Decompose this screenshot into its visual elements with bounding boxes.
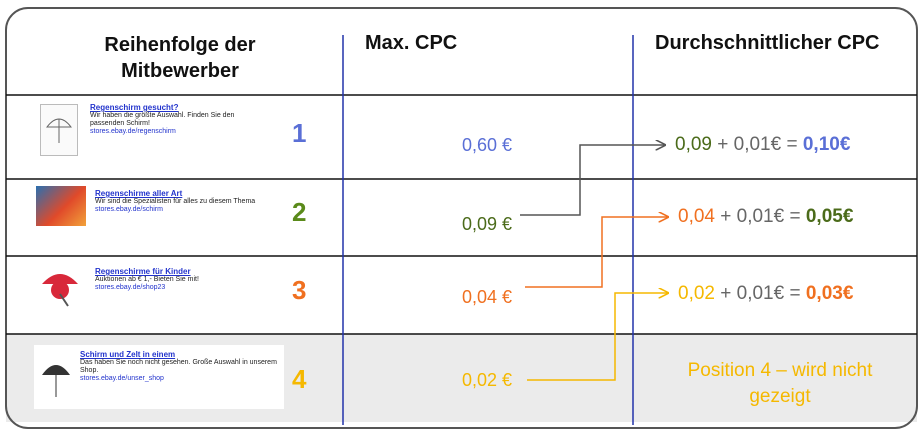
result: 0,03€ <box>806 283 854 304</box>
ad-url: stores.ebay.de/regenschirm <box>90 128 265 136</box>
rank: 1 <box>292 118 306 149</box>
ad: Regenschirm gesucht? Wir haben die größt… <box>90 104 265 136</box>
ad: Regenschirme aller Art Wir sind die Spez… <box>95 190 290 214</box>
formula: 0,09 + 0,01€ = 0,10€ <box>675 134 850 156</box>
ad-image <box>38 264 82 308</box>
max-cpc: 0,04 € <box>372 287 512 308</box>
rank: 4 <box>292 364 306 395</box>
ad-title: Regenschirm gesucht? <box>90 104 265 112</box>
ad-url: stores.ebay.de/unser_shop <box>80 375 280 383</box>
ad: Regenschirme für Kinder Auktionen ab € 1… <box>95 268 285 292</box>
ad-title: Regenschirme aller Art <box>95 190 290 198</box>
increment: + 0,01€ = <box>720 206 800 227</box>
ad-image <box>36 186 86 226</box>
ad: Schirm und Zelt in einem Das haben Sie n… <box>34 345 284 409</box>
ad-title: Regenschirme für Kinder <box>95 268 285 276</box>
formula: 0,04 + 0,01€ = 0,05€ <box>678 206 853 228</box>
bid: 0,04 <box>678 206 715 227</box>
bid: 0,02 <box>678 283 715 304</box>
note: Position 4 – wird nicht gezeigt <box>685 358 875 410</box>
rank: 2 <box>292 197 306 228</box>
max-cpc: 0,02 € <box>372 370 512 391</box>
ad-url: stores.ebay.de/shop23 <box>95 284 285 292</box>
increment: + 0,01€ = <box>717 134 797 155</box>
column-header: Reihenfolge der Mitbewerber <box>70 32 290 84</box>
ad-text: Wir haben die größte Auswahl. Finden Sie… <box>90 112 265 128</box>
page: Reihenfolge der Mitbewerber Max. CPC Dur… <box>0 0 923 434</box>
ad-image <box>38 351 74 401</box>
ad-text: Wir sind die Spezialisten für alles zu d… <box>95 198 290 206</box>
ad-text: Das haben Sie noch nicht gesehen. Große … <box>80 359 280 375</box>
max-cpc: 0,60 € <box>372 135 512 156</box>
ad-url: stores.ebay.de/schirm <box>95 206 290 214</box>
ad-title: Schirm und Zelt in einem <box>80 351 280 359</box>
column-header: Max. CPC <box>365 32 457 55</box>
ad-text: Auktionen ab € 1,- Bieten Sie mit! <box>95 276 285 284</box>
increment: + 0,01€ = <box>720 283 800 304</box>
formula: 0,02 + 0,01€ = 0,03€ <box>678 283 853 305</box>
rank: 3 <box>292 275 306 306</box>
ad-image <box>40 104 78 156</box>
result: 0,10€ <box>803 134 851 155</box>
max-cpc: 0,09 € <box>372 214 512 235</box>
result: 0,05€ <box>806 206 854 227</box>
bid: 0,09 <box>675 134 712 155</box>
column-header: Durchschnittlicher CPC <box>655 32 879 55</box>
